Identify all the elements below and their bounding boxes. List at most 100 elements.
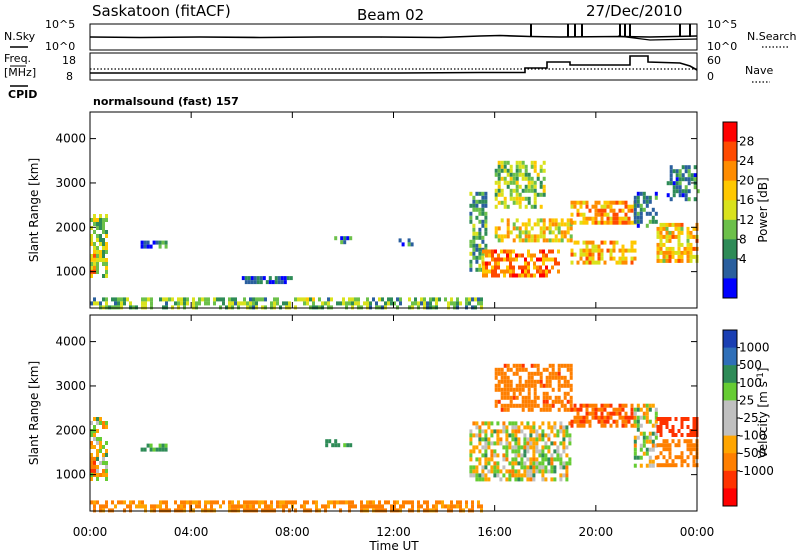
- velocity-cell: [588, 411, 592, 416]
- power-cell: [481, 199, 485, 204]
- power-cell: [542, 249, 545, 254]
- velocity-cell: [408, 500, 411, 505]
- power-cell: [99, 226, 102, 230]
- power-cell: [475, 259, 479, 264]
- freq-unit-label: [MHz]: [4, 66, 36, 79]
- power-cell: [417, 301, 420, 306]
- power-cell: [475, 203, 479, 208]
- velocity-cell: [506, 407, 510, 412]
- velocity-cell: [496, 429, 500, 434]
- power-cell: [609, 208, 613, 213]
- power-cell: [497, 180, 501, 185]
- power-cell: [539, 269, 542, 274]
- velocity-cell: [303, 500, 306, 505]
- velocity-cell: [152, 447, 156, 452]
- power-cell: [515, 200, 519, 205]
- velocity-cell: [189, 508, 192, 513]
- velocity-cell: [651, 443, 655, 448]
- power-cell: [497, 234, 501, 239]
- velocity-cell: [677, 443, 681, 448]
- power-cell: [472, 207, 476, 212]
- velocity-cell: [548, 383, 552, 388]
- power-cell: [99, 254, 102, 258]
- power-colorbar-tick-label: 12: [739, 213, 754, 227]
- velocity-cell: [530, 363, 534, 368]
- velocity-cell: [545, 391, 549, 396]
- power-cell: [93, 253, 96, 258]
- power-cell: [465, 301, 468, 306]
- power-cell: [594, 208, 598, 213]
- velocity-cell: [547, 433, 551, 438]
- power-cell: [689, 230, 693, 235]
- power-cell: [680, 230, 684, 235]
- power-cell: [390, 301, 393, 306]
- velocity-cell: [102, 469, 105, 473]
- power-cell: [506, 160, 510, 165]
- power-cell: [618, 200, 622, 205]
- velocity-colorbar-swatch: [723, 400, 737, 419]
- power-cell: [566, 226, 570, 231]
- power-cell: [554, 222, 558, 227]
- velocity-cell: [366, 508, 369, 513]
- power-cell: [524, 269, 527, 274]
- power-cell: [497, 184, 501, 189]
- velocity-cell: [508, 445, 512, 450]
- velocity-cell: [500, 371, 504, 376]
- velocity-cell: [337, 443, 341, 448]
- power-cell: [621, 260, 625, 265]
- power-cell: [545, 226, 549, 231]
- velocity-cell: [659, 443, 663, 448]
- velocity-cell: [551, 371, 555, 376]
- power-cell: [539, 184, 543, 189]
- power-cell: [164, 244, 168, 249]
- velocity-cell: [545, 383, 549, 388]
- velocity-cell: [285, 500, 288, 505]
- power-cell: [198, 301, 201, 306]
- power-cell: [481, 211, 485, 216]
- beam-title: Beam 02: [357, 6, 424, 24]
- power-cell: [447, 301, 450, 306]
- power-cell: [339, 301, 342, 306]
- power-cell: [636, 215, 640, 220]
- power-cell: [521, 253, 524, 258]
- power-cell: [201, 297, 204, 302]
- velocity-cell: [621, 415, 625, 420]
- velocity-cell: [526, 449, 530, 454]
- power-cell: [659, 246, 663, 251]
- velocity-cell: [541, 437, 545, 442]
- power-cell: [615, 200, 619, 205]
- velocity-cell: [493, 429, 497, 434]
- power-cell: [515, 172, 519, 177]
- velocity-cell: [348, 508, 351, 513]
- power-cell: [96, 270, 99, 274]
- power-cell: [582, 200, 586, 205]
- nave-label: Nave: [745, 64, 773, 77]
- velocity-cell: [506, 367, 510, 372]
- velocity-cell: [565, 477, 569, 482]
- velocity-cell: [496, 461, 500, 466]
- power-cell: [503, 273, 506, 278]
- velocity-cell: [532, 469, 536, 474]
- power-cell: [478, 231, 482, 236]
- power-cell: [102, 250, 105, 254]
- power-cell: [468, 301, 471, 306]
- power-cell: [472, 223, 476, 228]
- power-cell: [491, 257, 494, 262]
- power-cell: [527, 180, 531, 185]
- velocity-cell: [469, 465, 473, 470]
- power-cell: [680, 222, 684, 227]
- power-cell: [621, 252, 625, 257]
- nsearch-level-line: [617, 35, 698, 41]
- power-cell: [585, 240, 589, 245]
- power-cell: [363, 301, 366, 306]
- velocity-cell: [538, 465, 542, 470]
- velocity-cell: [487, 477, 491, 482]
- velocity-cell: [529, 433, 533, 438]
- velocity-cell: [471, 500, 474, 505]
- power-cell: [432, 305, 435, 310]
- velocity-cell: [351, 504, 354, 509]
- power-cell: [530, 188, 534, 193]
- velocity-cell: [689, 433, 693, 437]
- power-cell: [506, 257, 509, 262]
- power-cell: [636, 199, 640, 204]
